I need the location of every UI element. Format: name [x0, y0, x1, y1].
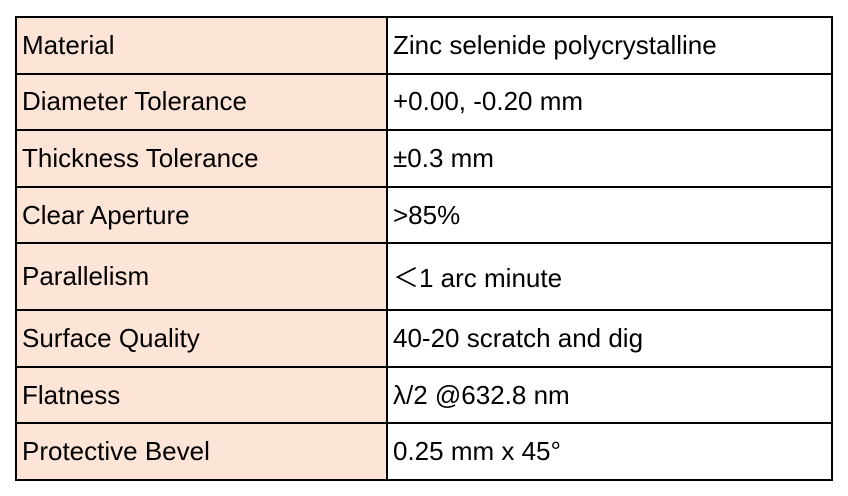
row-label: Protective Bevel	[15, 422, 388, 481]
row-value: Zinc selenide polycrystalline	[386, 16, 833, 75]
row-label: Thickness Tolerance	[15, 129, 388, 188]
table-row-flatness: Flatness λ/2 @632.8 nm	[15, 365, 833, 425]
table-row-surface-quality: Surface Quality 40-20 scratch and dig	[15, 309, 833, 368]
row-value: ＜1 arc minute	[386, 242, 833, 312]
row-value: 40-20 scratch and dig	[386, 309, 833, 368]
table-row-clear-aperture: Clear Aperture >85%	[15, 185, 833, 245]
row-label: Parallelism	[15, 242, 388, 312]
row-value: +0.00, -0.20 mm	[386, 72, 833, 132]
row-value: ±0.3 mm	[386, 129, 833, 188]
table-row-material: Material Zinc selenide polycrystalline	[15, 16, 833, 75]
table-row-diameter-tolerance: Diameter Tolerance +0.00, -0.20 mm	[15, 72, 833, 132]
table-row-thickness-tolerance: Thickness Tolerance ±0.3 mm	[15, 129, 833, 188]
table-row-protective-bevel: Protective Bevel 0.25 mm x 45°	[15, 422, 833, 481]
row-label: Clear Aperture	[15, 185, 388, 245]
specifications-table-body: Material Zinc selenide polycrystalline D…	[15, 16, 833, 481]
row-value: >85%	[386, 185, 833, 245]
row-label: Flatness	[15, 365, 388, 425]
row-label: Material	[15, 16, 388, 75]
row-label: Diameter Tolerance	[15, 72, 388, 132]
specifications-table: Material Zinc selenide polycrystalline D…	[15, 16, 833, 481]
row-value: 0.25 mm x 45°	[386, 422, 833, 481]
row-value: λ/2 @632.8 nm	[386, 365, 833, 425]
row-label: Surface Quality	[15, 309, 388, 368]
table-row-parallelism: Parallelism ＜1 arc minute	[15, 242, 833, 312]
